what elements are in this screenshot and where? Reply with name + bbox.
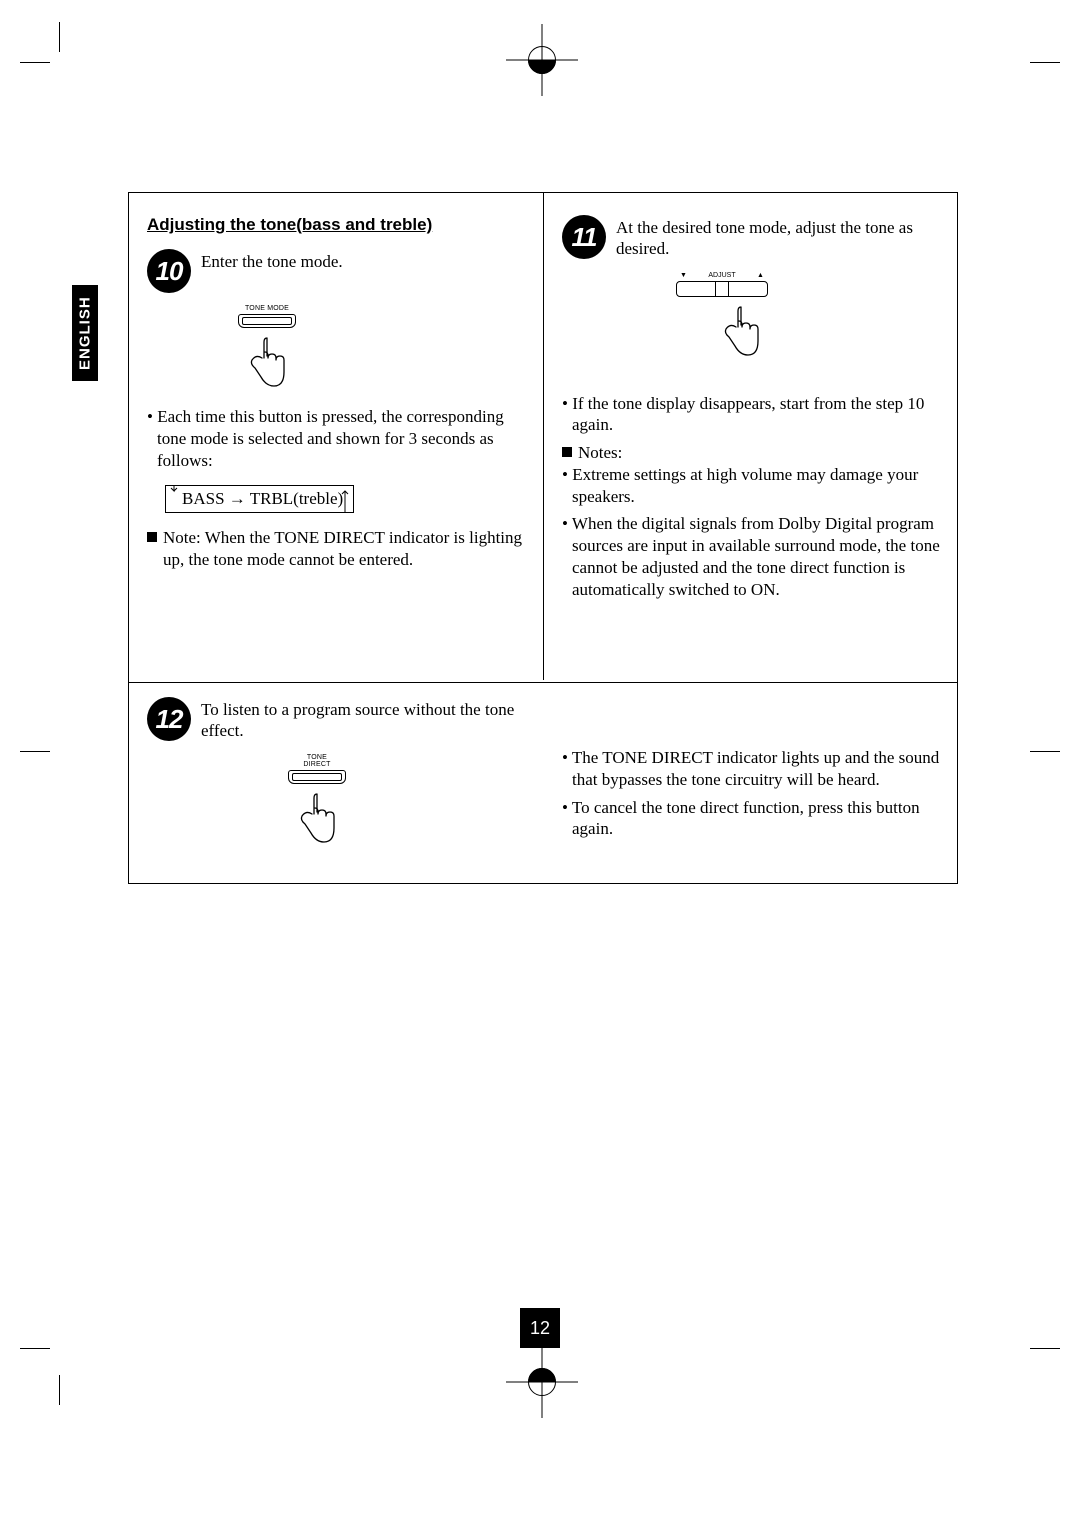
- cell-step-10: Adjusting the tone(bass and treble) 10 E…: [147, 215, 537, 571]
- cycle-box: BASS → TRBL(treble): [165, 485, 354, 513]
- crop-mark: [1030, 1348, 1060, 1349]
- step-12-bullet-2: • To cancel the tone direct function, pr…: [562, 797, 952, 841]
- divider-vertical: [543, 193, 544, 680]
- cycle-arrow-icon: [168, 485, 180, 511]
- button-label-adjust: ▼ADJUST▲: [676, 272, 768, 279]
- square-bullet-icon: [147, 532, 157, 542]
- cycle-text: BASS → TRBL(treble): [182, 489, 343, 508]
- step-12-bullet-2-text: To cancel the tone direct function, pres…: [572, 798, 920, 839]
- crop-mark: [20, 1348, 50, 1349]
- step-badge-10: 10: [147, 249, 191, 293]
- section-heading: Adjusting the tone(bass and treble): [147, 215, 537, 235]
- step-11-text: At the desired tone mode, adjust the ton…: [616, 215, 952, 260]
- step-12-text: To listen to a program source without th…: [201, 697, 537, 742]
- cycle-arrow-icon: [339, 485, 351, 511]
- step-10-bullet-text: Each time this button is pressed, the co…: [157, 407, 504, 470]
- language-tab: ENGLISH: [72, 285, 98, 381]
- crop-mark: [20, 62, 50, 63]
- step-11-bullet-1-text: If the tone display disappears, start fr…: [572, 394, 924, 435]
- hand-icon: [292, 790, 342, 846]
- button-label-tone-direct: TONE DIRECT: [303, 754, 330, 768]
- step-10-text: Enter the tone mode.: [201, 249, 343, 272]
- crop-mark: [1030, 62, 1060, 63]
- content-frame: Adjusting the tone(bass and treble) 10 E…: [128, 192, 958, 884]
- button-label-tone-mode: TONE MODE: [245, 305, 289, 312]
- tone-label-l1: TONE: [307, 754, 327, 761]
- step-11-notes-label: Notes:: [562, 442, 952, 464]
- step-11-bullet-3-text: When the digital signals from Dolby Digi…: [572, 514, 940, 598]
- step-11-bullet-3: • When the digital signals from Dolby Di…: [562, 513, 952, 600]
- tone-label-l2: DIRECT: [303, 761, 330, 768]
- crop-mark: [20, 751, 50, 752]
- button-illustration: [238, 314, 296, 328]
- cell-step-12-notes: • The TONE DIRECT indicator lights up an…: [562, 747, 952, 846]
- hand-icon: [716, 303, 766, 359]
- crop-mark: [59, 22, 60, 52]
- adjust-label-text: ADJUST: [708, 272, 735, 279]
- cell-step-11: 11 At the desired tone mode, adjust the …: [562, 215, 952, 606]
- step-12-bullet-1: • The TONE DIRECT indicator lights up an…: [562, 747, 952, 791]
- step-badge-12: 12: [147, 697, 191, 741]
- step-12-bullet-1-text: The TONE DIRECT indicator lights up and …: [572, 748, 939, 789]
- square-bullet-icon: [562, 447, 572, 457]
- hand-icon: [242, 334, 292, 390]
- cell-step-12: 12 To listen to a program source without…: [147, 697, 537, 862]
- rocker-illustration: [676, 281, 768, 297]
- step-11-notes-label-text: Notes:: [578, 442, 952, 464]
- registration-mark: [506, 1346, 578, 1418]
- step-badge-11: 11: [562, 215, 606, 259]
- divider-horizontal: [129, 682, 957, 683]
- step-11-bullet-1: • If the tone display disappears, start …: [562, 393, 952, 437]
- button-illustration: [288, 770, 346, 784]
- step-10-note: Note: When the TONE DIRECT indicator is …: [147, 527, 537, 571]
- crop-mark: [1030, 751, 1060, 752]
- crop-mark: [59, 1375, 60, 1405]
- step-11-bullet-2: • Extreme settings at high volume may da…: [562, 464, 952, 508]
- step-10-note-text: Note: When the TONE DIRECT indicator is …: [163, 527, 537, 571]
- registration-mark: [506, 24, 578, 96]
- step-11-bullet-2-text: Extreme settings at high volume may dama…: [572, 465, 918, 506]
- page-number: 12: [520, 1308, 560, 1348]
- step-10-bullet: • Each time this button is pressed, the …: [147, 406, 537, 471]
